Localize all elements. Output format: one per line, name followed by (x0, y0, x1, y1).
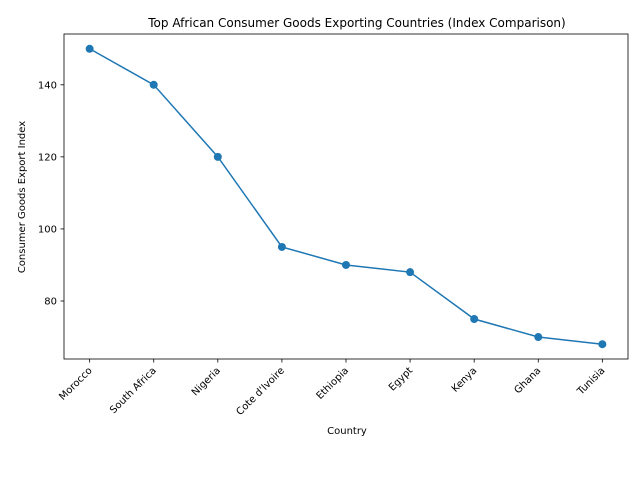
data-point (470, 315, 479, 324)
chart-title: Top African Consumer Goods Exporting Cou… (147, 16, 565, 30)
data-point (406, 268, 415, 277)
y-tick-label: 120 (38, 152, 57, 163)
data-point (342, 260, 350, 269)
x-axis-label: Country (327, 426, 367, 437)
data-point (213, 152, 222, 161)
data-point (149, 80, 158, 89)
data-point (277, 242, 286, 251)
y-tick-label: 100 (38, 224, 57, 235)
y-tick-label: 80 (44, 296, 57, 307)
y-axis-label: Consumer Goods Export Index (17, 121, 28, 273)
y-tick-label: 140 (38, 80, 57, 91)
data-point (534, 333, 543, 342)
data-point (85, 44, 94, 53)
data-point (598, 340, 607, 349)
